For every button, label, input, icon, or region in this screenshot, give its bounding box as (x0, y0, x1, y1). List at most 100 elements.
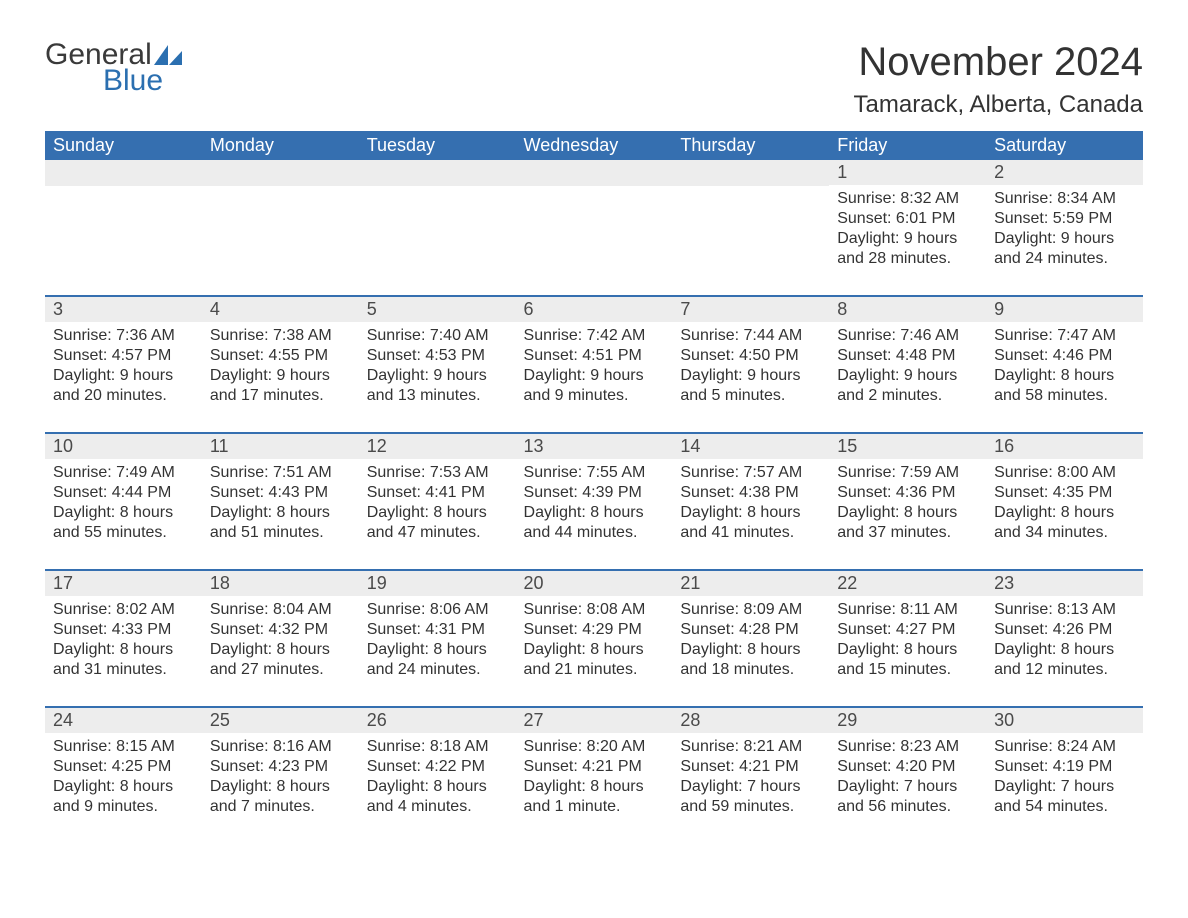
daylight-line: Daylight: 8 hours and 41 minutes. (680, 503, 821, 543)
daylight-line: Daylight: 8 hours and 24 minutes. (367, 640, 508, 680)
calendar-day-cell: 18Sunrise: 8:04 AMSunset: 4:32 PMDayligh… (202, 570, 359, 707)
day-body: Sunrise: 8:15 AMSunset: 4:25 PMDaylight:… (45, 733, 202, 843)
day-body: Sunrise: 8:34 AMSunset: 5:59 PMDaylight:… (986, 185, 1143, 295)
calendar-day-cell: 16Sunrise: 8:00 AMSunset: 4:35 PMDayligh… (986, 433, 1143, 570)
calendar-day-cell: 27Sunrise: 8:20 AMSunset: 4:21 PMDayligh… (516, 707, 673, 843)
daylight-line: Daylight: 8 hours and 47 minutes. (367, 503, 508, 543)
calendar-day-cell (45, 160, 202, 296)
calendar-day-cell (516, 160, 673, 296)
day-of-week-header-row: Sunday Monday Tuesday Wednesday Thursday… (45, 131, 1143, 160)
sunrise-line: Sunrise: 8:13 AM (994, 600, 1135, 620)
daylight-line: Daylight: 9 hours and 17 minutes. (210, 366, 351, 406)
calendar-day-cell: 21Sunrise: 8:09 AMSunset: 4:28 PMDayligh… (672, 570, 829, 707)
sunrise-line: Sunrise: 7:46 AM (837, 326, 978, 346)
calendar-day-cell: 2Sunrise: 8:34 AMSunset: 5:59 PMDaylight… (986, 160, 1143, 296)
day-body: Sunrise: 8:06 AMSunset: 4:31 PMDaylight:… (359, 596, 516, 706)
sunset-line: Sunset: 4:57 PM (53, 346, 194, 366)
day-number: 6 (516, 297, 673, 322)
day-number: 19 (359, 571, 516, 596)
calendar-day-cell: 13Sunrise: 7:55 AMSunset: 4:39 PMDayligh… (516, 433, 673, 570)
sunset-line: Sunset: 4:25 PM (53, 757, 194, 777)
day-number (672, 160, 829, 186)
day-body: Sunrise: 7:46 AMSunset: 4:48 PMDaylight:… (829, 322, 986, 432)
sunrise-line: Sunrise: 8:24 AM (994, 737, 1135, 757)
day-number: 18 (202, 571, 359, 596)
day-body (359, 186, 516, 216)
sunrise-line: Sunrise: 7:42 AM (524, 326, 665, 346)
sunset-line: Sunset: 4:22 PM (367, 757, 508, 777)
sunrise-line: Sunrise: 8:32 AM (837, 189, 978, 209)
sunset-line: Sunset: 4:39 PM (524, 483, 665, 503)
calendar-day-cell: 12Sunrise: 7:53 AMSunset: 4:41 PMDayligh… (359, 433, 516, 570)
calendar-day-cell: 4Sunrise: 7:38 AMSunset: 4:55 PMDaylight… (202, 296, 359, 433)
day-body: Sunrise: 7:57 AMSunset: 4:38 PMDaylight:… (672, 459, 829, 569)
calendar-week-row: 24Sunrise: 8:15 AMSunset: 4:25 PMDayligh… (45, 707, 1143, 843)
day-number: 22 (829, 571, 986, 596)
daylight-line: Daylight: 8 hours and 51 minutes. (210, 503, 351, 543)
calendar-day-cell (672, 160, 829, 296)
sunset-line: Sunset: 6:01 PM (837, 209, 978, 229)
sunrise-line: Sunrise: 8:02 AM (53, 600, 194, 620)
dow-thursday: Thursday (672, 131, 829, 160)
day-number: 27 (516, 708, 673, 733)
sunrise-line: Sunrise: 8:00 AM (994, 463, 1135, 483)
sunrise-line: Sunrise: 8:04 AM (210, 600, 351, 620)
day-body: Sunrise: 7:38 AMSunset: 4:55 PMDaylight:… (202, 322, 359, 432)
calendar-day-cell: 9Sunrise: 7:47 AMSunset: 4:46 PMDaylight… (986, 296, 1143, 433)
dow-monday: Monday (202, 131, 359, 160)
day-body: Sunrise: 8:04 AMSunset: 4:32 PMDaylight:… (202, 596, 359, 706)
day-number: 23 (986, 571, 1143, 596)
day-number: 13 (516, 434, 673, 459)
day-number (202, 160, 359, 186)
calendar-day-cell: 1Sunrise: 8:32 AMSunset: 6:01 PMDaylight… (829, 160, 986, 296)
day-number (516, 160, 673, 186)
day-body: Sunrise: 8:23 AMSunset: 4:20 PMDaylight:… (829, 733, 986, 843)
sunset-line: Sunset: 4:32 PM (210, 620, 351, 640)
sunset-line: Sunset: 4:38 PM (680, 483, 821, 503)
calendar-week-row: 10Sunrise: 7:49 AMSunset: 4:44 PMDayligh… (45, 433, 1143, 570)
day-number: 17 (45, 571, 202, 596)
day-number: 15 (829, 434, 986, 459)
day-number: 1 (829, 160, 986, 185)
calendar-day-cell (202, 160, 359, 296)
daylight-line: Daylight: 8 hours and 9 minutes. (53, 777, 194, 817)
day-number: 25 (202, 708, 359, 733)
day-number: 28 (672, 708, 829, 733)
calendar-day-cell (359, 160, 516, 296)
day-body: Sunrise: 8:13 AMSunset: 4:26 PMDaylight:… (986, 596, 1143, 706)
calendar-day-cell: 20Sunrise: 8:08 AMSunset: 4:29 PMDayligh… (516, 570, 673, 707)
day-body: Sunrise: 7:51 AMSunset: 4:43 PMDaylight:… (202, 459, 359, 569)
sunrise-line: Sunrise: 8:16 AM (210, 737, 351, 757)
day-number: 24 (45, 708, 202, 733)
brand-logo: General Blue (45, 40, 182, 96)
day-number (359, 160, 516, 186)
calendar-day-cell: 25Sunrise: 8:16 AMSunset: 4:23 PMDayligh… (202, 707, 359, 843)
daylight-line: Daylight: 9 hours and 24 minutes. (994, 229, 1135, 269)
sunset-line: Sunset: 4:55 PM (210, 346, 351, 366)
daylight-line: Daylight: 7 hours and 59 minutes. (680, 777, 821, 817)
day-body (672, 186, 829, 216)
daylight-line: Daylight: 8 hours and 15 minutes. (837, 640, 978, 680)
sunrise-line: Sunrise: 7:36 AM (53, 326, 194, 346)
day-number: 16 (986, 434, 1143, 459)
calendar-week-row: 1 Sunrise: 8:32 AMSunset: 6:01 PM Daylight… (45, 160, 1143, 296)
day-body: Sunrise: 8:00 AMSunset: 4:35 PMDaylight:… (986, 459, 1143, 569)
title-block: November 2024 Tamarack, Alberta, Canada (854, 40, 1144, 119)
dow-sunday: Sunday (45, 131, 202, 160)
day-number: 21 (672, 571, 829, 596)
calendar-day-cell: 22Sunrise: 8:11 AMSunset: 4:27 PMDayligh… (829, 570, 986, 707)
day-body: Sunrise: 8:18 AMSunset: 4:22 PMDaylight:… (359, 733, 516, 843)
calendar-day-cell: 17Sunrise: 8:02 AMSunset: 4:33 PMDayligh… (45, 570, 202, 707)
sunrise-line: Sunrise: 7:38 AM (210, 326, 351, 346)
sunset-line: Sunset: 4:28 PM (680, 620, 821, 640)
calendar-day-cell: 15Sunrise: 7:59 AMSunset: 4:36 PMDayligh… (829, 433, 986, 570)
day-number: 2 (986, 160, 1143, 185)
calendar-day-cell: 30Sunrise: 8:24 AMSunset: 4:19 PMDayligh… (986, 707, 1143, 843)
sunrise-line: Sunrise: 8:18 AM (367, 737, 508, 757)
calendar-table: Sunday Monday Tuesday Wednesday Thursday… (45, 131, 1143, 843)
calendar-day-cell: 7Sunrise: 7:44 AMSunset: 4:50 PMDaylight… (672, 296, 829, 433)
day-number: 5 (359, 297, 516, 322)
sunrise-line: Sunrise: 7:44 AM (680, 326, 821, 346)
sunrise-line: Sunrise: 8:21 AM (680, 737, 821, 757)
daylight-line: Daylight: 8 hours and 4 minutes. (367, 777, 508, 817)
